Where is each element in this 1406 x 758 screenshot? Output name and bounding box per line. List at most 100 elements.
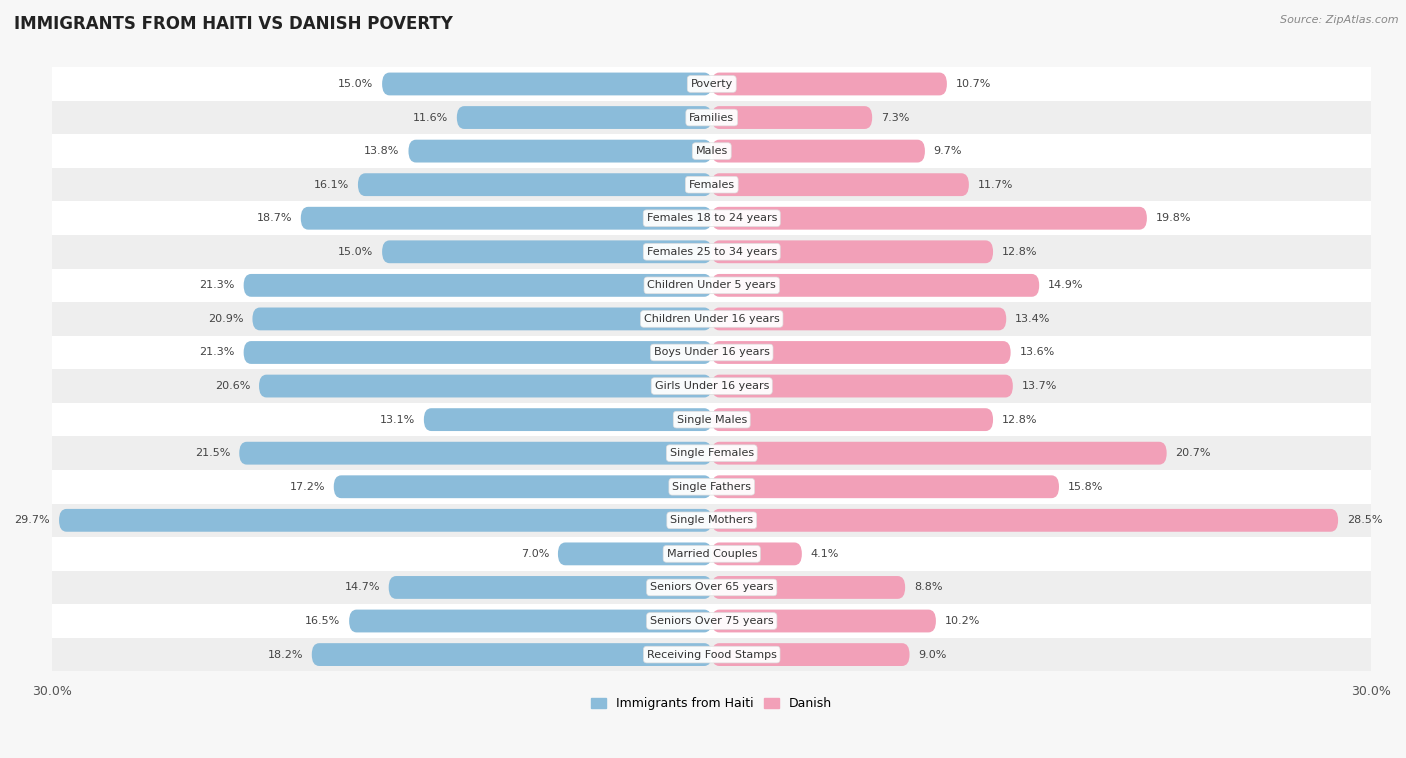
Text: 7.0%: 7.0% [520,549,550,559]
Text: 21.3%: 21.3% [200,280,235,290]
FancyBboxPatch shape [711,73,946,96]
FancyBboxPatch shape [243,341,711,364]
Bar [52,537,1371,571]
Text: 4.1%: 4.1% [811,549,839,559]
Bar [52,437,1371,470]
Text: 10.2%: 10.2% [945,616,980,626]
Text: 19.8%: 19.8% [1156,213,1191,224]
FancyBboxPatch shape [711,576,905,599]
FancyBboxPatch shape [301,207,711,230]
FancyBboxPatch shape [349,609,711,632]
Bar [52,637,1371,672]
Bar [52,336,1371,369]
Text: Females 25 to 34 years: Females 25 to 34 years [647,247,778,257]
FancyBboxPatch shape [711,609,936,632]
Text: 7.3%: 7.3% [882,112,910,123]
Text: 20.9%: 20.9% [208,314,243,324]
Bar [52,235,1371,268]
Text: 10.7%: 10.7% [956,79,991,89]
FancyBboxPatch shape [312,644,711,666]
Text: 29.7%: 29.7% [14,515,51,525]
Text: 13.6%: 13.6% [1019,347,1054,358]
FancyBboxPatch shape [711,374,1012,397]
FancyBboxPatch shape [711,409,993,431]
Text: 14.9%: 14.9% [1047,280,1084,290]
FancyBboxPatch shape [333,475,711,498]
Text: Children Under 5 years: Children Under 5 years [647,280,776,290]
Text: 15.0%: 15.0% [337,79,374,89]
Text: 20.7%: 20.7% [1175,448,1211,458]
Text: Females: Females [689,180,735,190]
Text: 11.7%: 11.7% [977,180,1014,190]
FancyBboxPatch shape [239,442,711,465]
FancyBboxPatch shape [382,240,711,263]
FancyBboxPatch shape [711,644,910,666]
Bar [52,604,1371,637]
Text: 17.2%: 17.2% [290,482,325,492]
Text: Receiving Food Stamps: Receiving Food Stamps [647,650,776,659]
FancyBboxPatch shape [711,106,872,129]
Text: 12.8%: 12.8% [1002,247,1038,257]
Text: Males: Males [696,146,728,156]
Bar [52,101,1371,134]
Bar [52,202,1371,235]
FancyBboxPatch shape [711,207,1147,230]
Text: 16.5%: 16.5% [305,616,340,626]
Text: Single Fathers: Single Fathers [672,482,751,492]
FancyBboxPatch shape [711,174,969,196]
FancyBboxPatch shape [359,174,711,196]
FancyBboxPatch shape [711,475,1059,498]
Text: 9.0%: 9.0% [918,650,946,659]
FancyBboxPatch shape [243,274,711,297]
Bar [52,168,1371,202]
Text: Married Couples: Married Couples [666,549,756,559]
Text: Source: ZipAtlas.com: Source: ZipAtlas.com [1281,15,1399,25]
FancyBboxPatch shape [59,509,711,531]
Text: Boys Under 16 years: Boys Under 16 years [654,347,769,358]
Text: 16.1%: 16.1% [314,180,349,190]
Text: Seniors Over 75 years: Seniors Over 75 years [650,616,773,626]
Text: Children Under 16 years: Children Under 16 years [644,314,779,324]
Text: 12.8%: 12.8% [1002,415,1038,424]
Text: 21.5%: 21.5% [195,448,231,458]
FancyBboxPatch shape [711,240,993,263]
Bar [52,470,1371,503]
Text: 18.2%: 18.2% [267,650,302,659]
Text: 13.8%: 13.8% [364,146,399,156]
Text: Single Females: Single Females [669,448,754,458]
Text: 13.4%: 13.4% [1015,314,1050,324]
FancyBboxPatch shape [253,308,711,330]
Text: Families: Families [689,112,734,123]
Bar [52,571,1371,604]
Text: Seniors Over 65 years: Seniors Over 65 years [650,582,773,593]
FancyBboxPatch shape [388,576,711,599]
Text: 11.6%: 11.6% [413,112,449,123]
Text: Girls Under 16 years: Girls Under 16 years [655,381,769,391]
FancyBboxPatch shape [711,509,1339,531]
FancyBboxPatch shape [711,341,1011,364]
Text: 8.8%: 8.8% [914,582,942,593]
FancyBboxPatch shape [711,274,1039,297]
Text: IMMIGRANTS FROM HAITI VS DANISH POVERTY: IMMIGRANTS FROM HAITI VS DANISH POVERTY [14,15,453,33]
FancyBboxPatch shape [711,308,1007,330]
Legend: Immigrants from Haiti, Danish: Immigrants from Haiti, Danish [586,692,837,715]
Bar [52,268,1371,302]
FancyBboxPatch shape [711,543,801,565]
Text: 21.3%: 21.3% [200,347,235,358]
Text: 9.7%: 9.7% [934,146,962,156]
Text: 20.6%: 20.6% [215,381,250,391]
Bar [52,134,1371,168]
FancyBboxPatch shape [457,106,711,129]
Text: 13.1%: 13.1% [380,415,415,424]
Text: 15.8%: 15.8% [1067,482,1104,492]
FancyBboxPatch shape [259,374,711,397]
Text: 13.7%: 13.7% [1022,381,1057,391]
Bar [52,302,1371,336]
FancyBboxPatch shape [711,139,925,162]
Text: 15.0%: 15.0% [337,247,374,257]
Bar [52,67,1371,101]
FancyBboxPatch shape [423,409,711,431]
Bar [52,503,1371,537]
Text: 18.7%: 18.7% [256,213,292,224]
FancyBboxPatch shape [711,442,1167,465]
